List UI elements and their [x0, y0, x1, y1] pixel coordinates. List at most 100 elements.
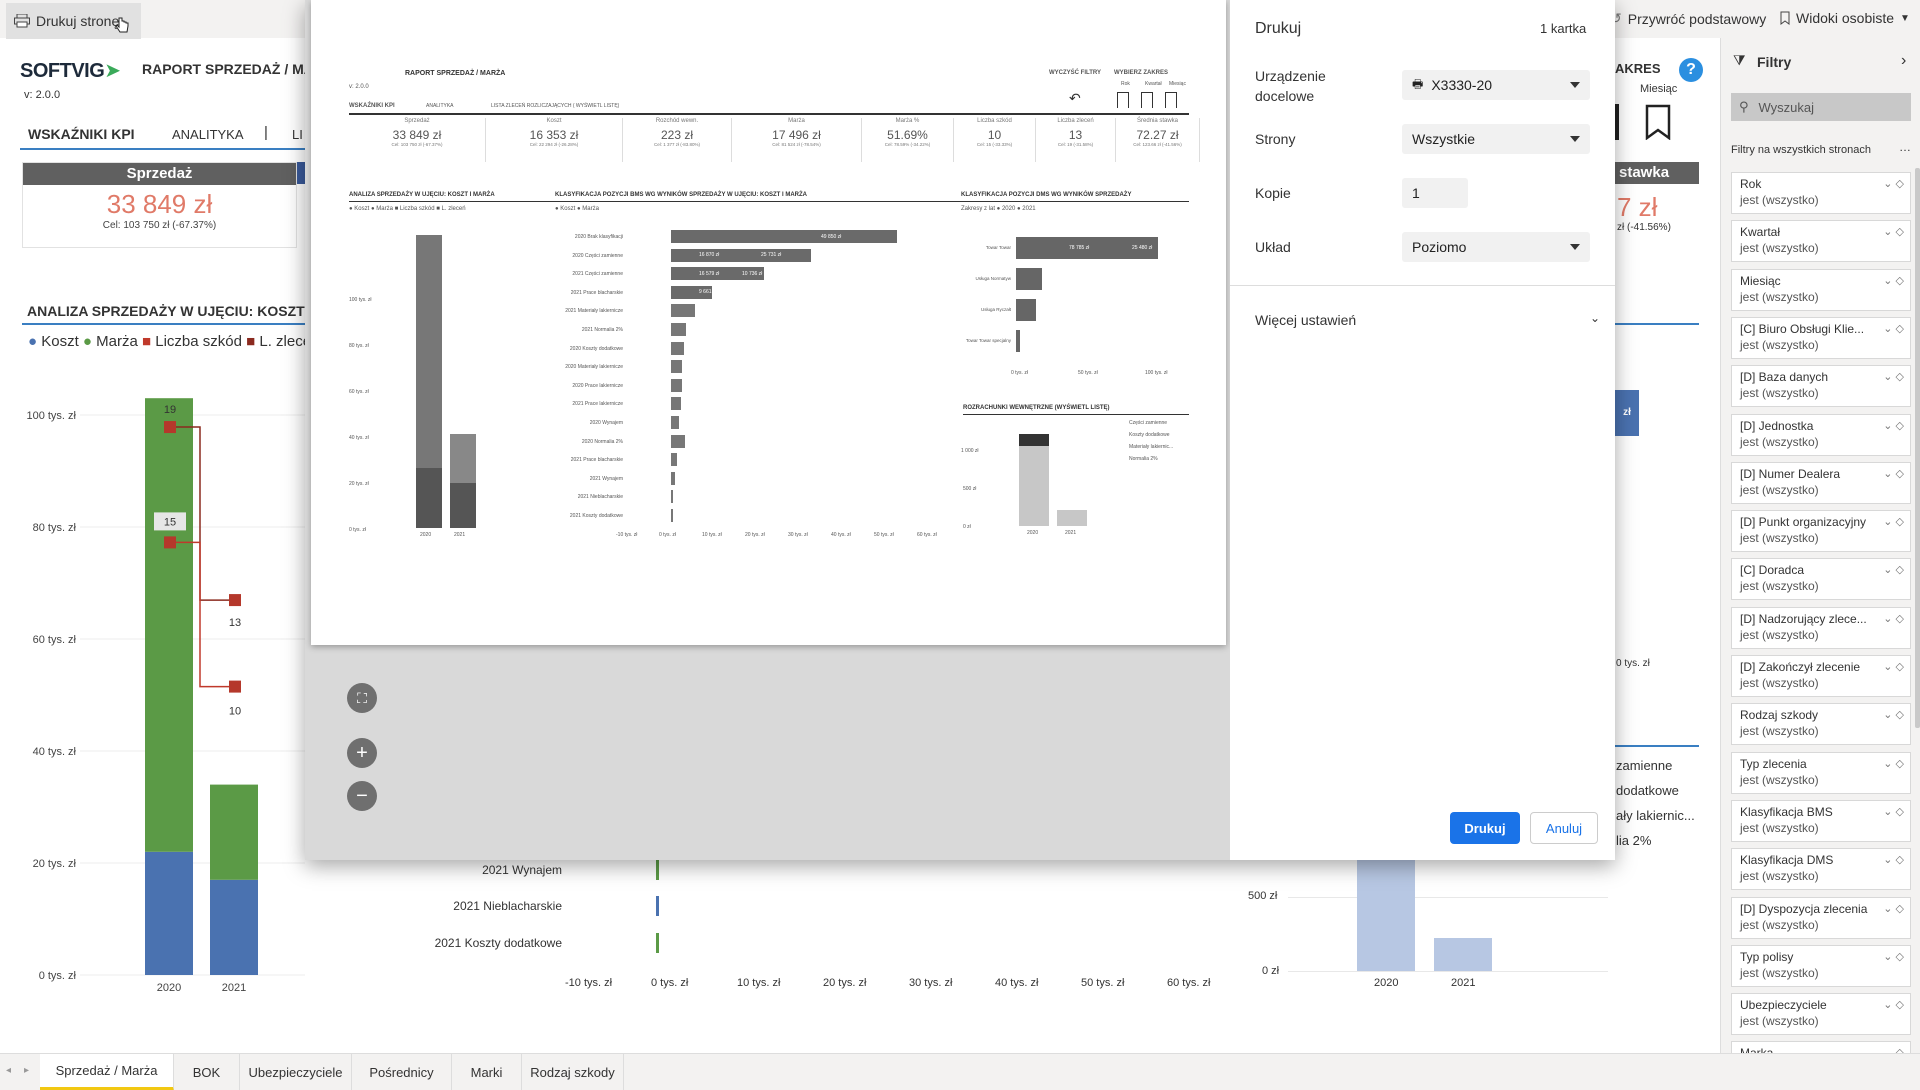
chevron-down-icon[interactable]: ⌄ ◇ — [1883, 999, 1904, 1012]
help-icon[interactable]: ? — [1679, 58, 1703, 82]
preview-bms-bar — [671, 490, 673, 504]
page-tab[interactable]: Pośrednicy — [352, 1054, 452, 1090]
pages-select[interactable]: Wszystkie — [1402, 124, 1590, 154]
filters-section-more[interactable]: … — [1899, 140, 1911, 154]
filter-card[interactable]: [D] Nadzorujący zlece... jest (wszystko) ⌄… — [1731, 606, 1911, 649]
filter-card[interactable]: [D] Punkt organizacyjny jest (wszystko) ⌄ … — [1731, 510, 1911, 553]
preview-kpi-card: Koszt 16 353 zł Cel: 22 294 zł (-26.28%) — [486, 118, 623, 162]
preview-bms-label: 16 579 zł — [699, 271, 720, 277]
page-tabs-bar: ◂ ▸ Sprzedaż / Marża BOK Ubezpieczyciele Po… — [0, 1053, 1920, 1090]
filter-card-value: jest (wszystko) — [1740, 724, 1819, 739]
preview-rozr-legend: Koszty dodatkowe — [1129, 432, 1170, 438]
preview-rozr-bar — [1057, 510, 1087, 526]
chevron-down-icon[interactable]: ⌄ ◇ — [1883, 757, 1904, 770]
tab-scroll-right[interactable]: ▸ — [24, 1065, 30, 1076]
filter-card[interactable]: Klasyfikacja BMS jest (wszystko) ⌄ ◇ — [1731, 799, 1911, 842]
preview-dms-label: 78 785 zł — [1069, 245, 1090, 251]
chevron-down-icon[interactable]: ⌄ ◇ — [1883, 419, 1904, 432]
page-tab[interactable]: Ubezpieczyciele — [240, 1054, 352, 1090]
chevron-down-icon[interactable]: ⌄ ◇ — [1883, 612, 1904, 625]
preview-bms-tick: 10 tys. zł — [702, 532, 722, 538]
sales-card: Sprzedaż 33 849 zł Cel: 103 750 zł (-67.… — [22, 162, 297, 248]
preview-kpi-target: Cel: 123.66 zł (-41.56%) — [1133, 142, 1182, 147]
report-version: v: 2.0.0 — [24, 89, 61, 101]
chevron-down-icon[interactable]: ⌄ ◇ — [1883, 805, 1904, 818]
chevron-down-icon[interactable]: ⌄ ◇ — [1883, 178, 1904, 190]
chevron-down-icon[interactable]: ⌄ ◇ — [1883, 564, 1904, 577]
preview-legend-2: ● Koszt ● Marża — [555, 206, 599, 212]
tab-analytics[interactable]: ANALITYKA — [172, 127, 244, 142]
zoom-in-button[interactable]: + — [347, 738, 377, 768]
tab-scroll-left[interactable]: ◂ — [6, 1065, 12, 1076]
filter-card[interactable]: Rodzaj szkody jest (wszystko) ⌄ ◇ — [1731, 703, 1911, 746]
preview-section-2: KLASYFIKACJA POZYCJI BMS WG WYNIKÓW SPRZ… — [555, 192, 808, 198]
preview-kpi-target: Cel: 15 (-33.33%) — [976, 142, 1013, 147]
filters-scrollbar[interactable] — [1915, 168, 1920, 728]
filter-card[interactable]: [C] Doradca jest (wszystko) ⌄ ◇ — [1731, 558, 1911, 601]
chevron-down-icon[interactable]: ⌄ ◇ — [1883, 854, 1904, 867]
print-cancel-button[interactable]: Anuluj — [1530, 812, 1598, 844]
reset-default-button[interactable]: ↺ Przywróć podstawowy — [1610, 10, 1766, 27]
page-tab[interactable]: Sprzedaż / Marża — [40, 1054, 174, 1090]
data-label-bg — [154, 512, 186, 531]
filter-card-value: jest (wszystko) — [1740, 531, 1819, 546]
preview-kpi-card: Marża 17 496 zł Cel: 81 524 zł (-78.54%) — [732, 118, 862, 162]
filter-card[interactable]: [D] Jednostka jest (wszystko) ⌄ ◇ — [1731, 413, 1911, 456]
filter-card[interactable]: Typ zlecenia jest (wszystko) ⌄ ◇ — [1731, 751, 1911, 794]
personal-views-button[interactable]: Widoki osobiste ▼ — [1780, 10, 1910, 26]
pages-label: Strony — [1255, 131, 1296, 147]
filter-card[interactable]: Rok jest (wszystko) ⌄ ◇ — [1731, 172, 1911, 214]
filter-card[interactable]: [D] Baza danych jest (wszystko) ⌄ ◇ — [1731, 365, 1911, 408]
preview-range-option: Miesiąc — [1169, 81, 1186, 87]
preview-kpi-label: Sprzedaż — [404, 118, 430, 124]
more-settings-toggle[interactable]: Więcej ustawień ⌄ — [1255, 311, 1600, 328]
preview-bms-bar — [671, 434, 685, 448]
data-label: 13 — [229, 617, 241, 629]
filter-card[interactable]: Klasyfikacja DMS jest (wszystko) ⌄ ◇ — [1731, 848, 1911, 891]
bms-x-tick: 10 tys. zł — [737, 977, 781, 989]
filter-card[interactable]: [D] Numer Dealera jest (wszystko) ⌄ ◇ — [1731, 461, 1911, 504]
page-tab[interactable]: BOK — [174, 1054, 240, 1090]
chevron-down-icon[interactable]: ⌄ ◇ — [1883, 950, 1904, 963]
rate-target-partial: zł (-41.56%) — [1617, 222, 1671, 233]
chevron-down-icon[interactable]: ⌄ ◇ — [1883, 371, 1904, 384]
filter-card-name: [D] Baza danych — [1740, 370, 1829, 385]
zoom-out-button[interactable]: − — [347, 781, 377, 811]
tab-list[interactable]: LI — [292, 127, 303, 142]
reset-label: Przywróć podstawowy — [1627, 10, 1767, 27]
chevron-down-icon[interactable]: ⌄ ◇ — [1883, 274, 1904, 287]
filter-card[interactable]: [C] Biuro Obsługi Klie... jest (wszystko)… — [1731, 316, 1911, 359]
preview-bms-label: 16 870 zł — [699, 252, 720, 258]
filter-card[interactable]: [D] Zakończył zlecenie jest (wszystko) ⌄ ◇ — [1731, 655, 1911, 697]
filter-card[interactable]: Kwartał jest (wszystko) ⌄ ◇ — [1731, 220, 1911, 263]
chevron-down-icon[interactable]: ⌄ ◇ — [1883, 467, 1904, 480]
chevron-down-icon[interactable]: ⌄ ◇ — [1883, 516, 1904, 529]
chevron-down-icon[interactable]: ⌄ ◇ — [1883, 322, 1904, 335]
preview-bms-row: 2021 Prace blacharskie — [570, 289, 623, 296]
collapse-pane-icon[interactable]: › — [1901, 52, 1907, 69]
page-tab[interactable]: Marki — [452, 1054, 522, 1090]
filter-card-value: jest (wszystko) — [1740, 579, 1819, 594]
device-select[interactable]: 🖶 X3330-20 — [1402, 70, 1590, 100]
preview-kpi-value: 33 849 zł — [392, 128, 442, 142]
filter-card[interactable]: Ubezpieczyciele jest (wszystko) ⌄ ◇ — [1731, 993, 1911, 1036]
print-confirm-button[interactable]: Drukuj — [1450, 812, 1520, 844]
page-tab[interactable]: Rodzaj szkody — [522, 1054, 624, 1090]
layout-select[interactable]: Poziomo — [1402, 232, 1590, 262]
preview-bms-bar — [671, 304, 695, 318]
copies-input[interactable]: 1 — [1402, 178, 1468, 208]
filter-card[interactable]: Typ polisy jest (wszystko) ⌄ ◇ — [1731, 944, 1911, 987]
tab-kpi[interactable]: WSKAŹNIKI KPI — [28, 126, 135, 142]
filter-card[interactable]: Miesiąc jest (wszystko) ⌄ ◇ — [1731, 268, 1911, 311]
chevron-down-icon[interactable]: ⌄ ◇ — [1883, 709, 1904, 722]
filter-card[interactable]: [D] Dyspozycja zlecenia jest (wszystko) ⌄ … — [1731, 896, 1911, 939]
chevron-down-icon[interactable]: ⌄ ◇ — [1883, 661, 1904, 673]
print-page-button[interactable]: Drukuj stronę — [6, 3, 142, 39]
kpi-underline — [20, 148, 305, 150]
filter-search-box[interactable]: ⚲ Wyszukaj — [1731, 93, 1911, 121]
chevron-down-icon[interactable]: ⌄ ◇ — [1883, 226, 1904, 239]
chevron-down-icon[interactable]: ⌄ ◇ — [1883, 902, 1904, 915]
bookmark-icon[interactable] — [1645, 104, 1671, 140]
device-value: X3330-20 — [1431, 77, 1493, 93]
fit-page-button[interactable]: ⛶ — [347, 683, 377, 713]
